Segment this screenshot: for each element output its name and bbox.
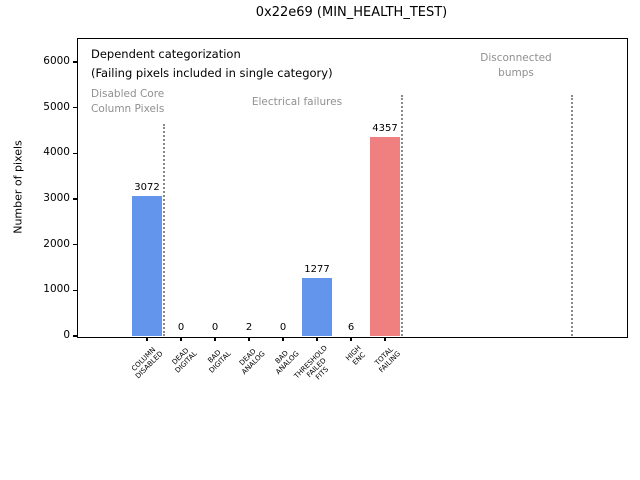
- bar-value-label: 0: [177, 322, 185, 333]
- bar-value-label: 0: [279, 322, 287, 333]
- bar-value-label: 1277: [304, 263, 330, 275]
- x-axis-tick: [248, 337, 250, 341]
- y-tick-label: 6000: [43, 55, 70, 67]
- bar-value-label: 0: [211, 322, 219, 333]
- x-axis-tick: [384, 337, 386, 341]
- annotation-failing-pixels-note: (Failing pixels included in single categ…: [91, 66, 333, 80]
- y-axis-tick: [73, 244, 77, 246]
- x-tick-label: COLUMN DISABLED: [129, 345, 165, 381]
- y-axis-tick: [73, 61, 77, 63]
- y-tick-label: 5000: [43, 100, 70, 113]
- bar: [302, 277, 332, 336]
- y-axis-label: Number of pixels: [11, 140, 25, 234]
- x-tick-label: DEAD DIGITAL: [170, 346, 199, 375]
- x-axis-tick: [214, 337, 216, 341]
- region-label-disabled-core-column-pixels: Disabled Core Column Pixels: [91, 88, 165, 115]
- y-tick-label: 3000: [43, 192, 70, 204]
- x-tick-label: TOTAL FAILING: [373, 345, 403, 375]
- x-tick-label: HIGH ENC: [344, 344, 368, 367]
- y-tick-label: 1000: [43, 283, 70, 296]
- x-tick-label: BAD DIGITAL: [206, 348, 233, 375]
- region-label-disconnected-bumps: Disconnected bumps: [480, 52, 552, 79]
- x-axis-tick: [350, 337, 352, 341]
- category-separator-line: [401, 95, 403, 336]
- chart-title: 0x22e69 (MIN_HEALTH_TEST): [255, 5, 448, 20]
- category-separator-line: [163, 124, 165, 336]
- bar-value-label: 3072: [134, 181, 160, 193]
- bar-value-label: 6: [347, 321, 355, 333]
- bar: [132, 195, 162, 336]
- plot-area: [77, 38, 628, 338]
- y-axis-tick: [73, 289, 77, 291]
- y-axis-tick: [73, 198, 77, 200]
- y-axis-tick: [73, 107, 77, 109]
- x-axis-tick: [282, 337, 284, 341]
- x-axis-tick: [146, 337, 148, 341]
- annotation-dependent-categorization: Dependent categorization: [91, 47, 241, 61]
- x-tick-label: DEAD ANALOG: [237, 347, 267, 377]
- y-axis-tick: [73, 152, 77, 154]
- x-tick-label: THRESHOLD FAILED FITS: [292, 344, 330, 382]
- bar-value-label: 2: [245, 321, 253, 333]
- y-tick-label: 0: [63, 329, 70, 341]
- x-axis-tick: [316, 337, 318, 341]
- x-axis-tick: [180, 337, 182, 341]
- category-separator-line: [571, 95, 573, 336]
- y-tick-label: 2000: [43, 237, 70, 250]
- y-axis-tick: [73, 335, 77, 337]
- bar-value-label: 4357: [372, 123, 398, 135]
- y-tick-label: 4000: [43, 146, 70, 159]
- bar: [370, 137, 400, 336]
- region-label-electrical-failures: Electrical failures: [251, 96, 343, 108]
